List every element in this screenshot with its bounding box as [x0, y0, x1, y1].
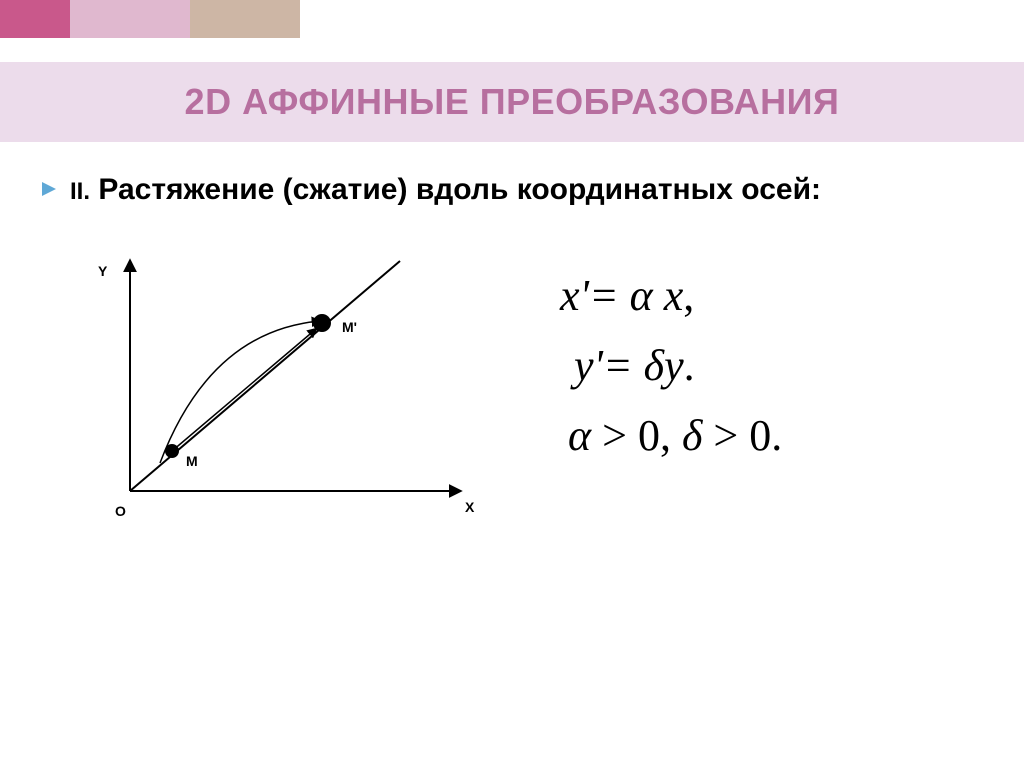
f2-tail: . — [684, 341, 695, 390]
f2-lhs: y' — [574, 341, 603, 390]
f3-gt2: > — [713, 411, 738, 460]
f1-var: x — [664, 271, 684, 320]
diagram-svg — [60, 241, 500, 541]
f1-lhs: x' — [560, 271, 589, 320]
f3-z2: 0 — [749, 411, 771, 460]
point-label-m: M — [186, 453, 198, 469]
bullet-row: II. Растяжение (сжатие) вдоль координатн… — [40, 170, 984, 211]
page-title: 2D АФФИННЫЕ ПРЕОБРАЗОВАНИЯ — [185, 81, 840, 123]
origin-label: O — [115, 503, 126, 519]
decor-block-2 — [70, 0, 190, 38]
f3-period: . — [771, 411, 782, 460]
f3-gt1: > — [602, 411, 627, 460]
f1-tail: , — [683, 271, 694, 320]
f1-coef: α — [630, 271, 653, 320]
formula-row-1: x'= α x, — [560, 261, 782, 331]
formula-row-3: α > 0, δ > 0. — [560, 401, 782, 471]
bullet-roman: II. — [70, 178, 90, 205]
bullet-triangle-icon — [40, 180, 58, 198]
title-band: 2D АФФИННЫЕ ПРЕОБРАЗОВАНИЯ — [0, 62, 1024, 142]
decor-block-1 — [0, 0, 70, 38]
f3-comma: , — [660, 411, 671, 460]
bullet-text: II. Растяжение (сжатие) вдоль координатн… — [70, 170, 821, 211]
axis-label-x: X — [465, 499, 474, 515]
f3-a: α — [568, 411, 591, 460]
content-area: II. Растяжение (сжатие) вдоль координатн… — [40, 160, 984, 541]
bullet-body: Растяжение (сжатие) вдоль координатных о… — [98, 173, 821, 206]
body-row: Y X O M M' x'= α x, y'= δy. α > 0, δ > 0… — [40, 241, 984, 541]
f3-z1: 0 — [638, 411, 660, 460]
decor-block-3 — [190, 0, 300, 38]
f1-eq: = — [589, 271, 619, 320]
f2-coef: δ — [644, 341, 664, 390]
top-decor-bar — [0, 0, 300, 38]
formula-row-2: y'= δy. — [560, 331, 782, 401]
axis-label-y: Y — [98, 263, 107, 279]
f2-eq: = — [603, 341, 633, 390]
formulas: x'= α x, y'= δy. α > 0, δ > 0. — [560, 261, 782, 472]
point-label-mprime: M' — [342, 319, 357, 335]
f2-var: y — [664, 341, 684, 390]
f3-d: δ — [682, 411, 702, 460]
scaling-diagram: Y X O M M' — [60, 241, 500, 541]
